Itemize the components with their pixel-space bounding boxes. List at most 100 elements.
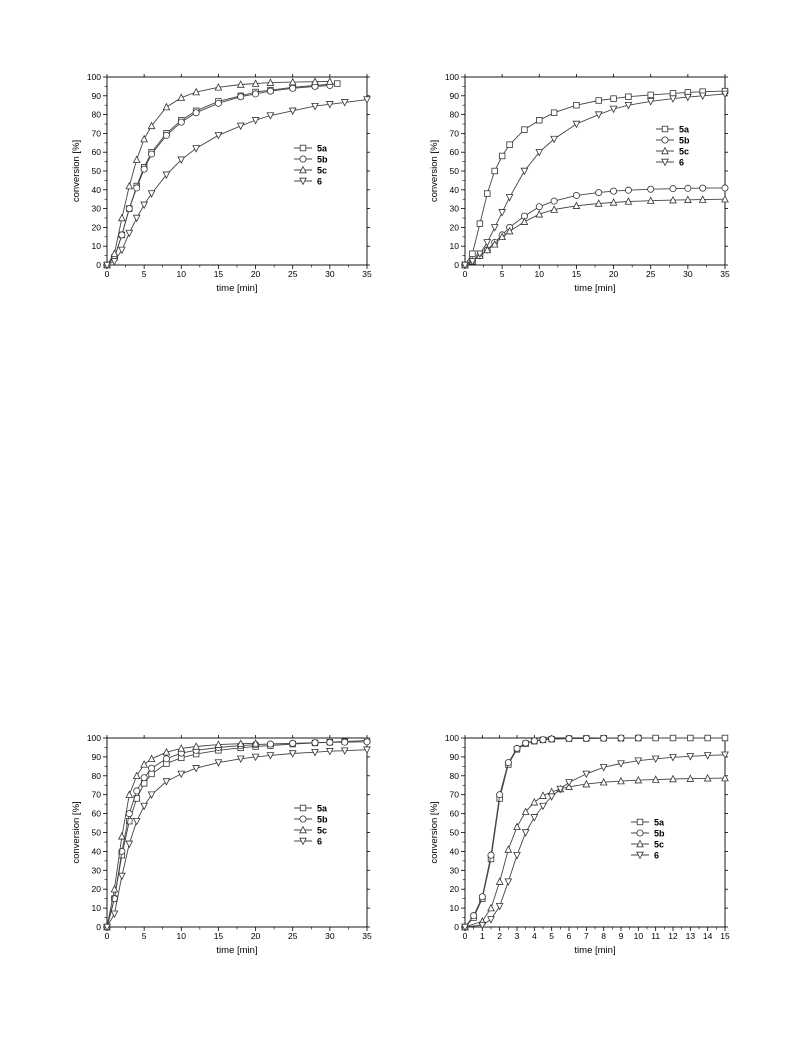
data-point-5a [652, 734, 659, 742]
x-tick-label: 30 [683, 269, 693, 279]
data-point-6 [498, 209, 506, 217]
data-point-5c [487, 903, 495, 912]
y-tick-label: 80 [92, 110, 102, 120]
data-point-5b [582, 734, 590, 742]
x-axis-label: time [min] [216, 945, 257, 956]
data-point-6 [594, 111, 603, 119]
legend-label-5c: 5c [317, 826, 327, 836]
series-5a [461, 87, 729, 269]
x-tick-label: 8 [601, 931, 606, 941]
data-point-6 [236, 122, 245, 131]
legend-marker-6 [299, 177, 307, 186]
data-point-6 [326, 748, 334, 756]
data-point-6 [565, 779, 573, 787]
data-point-5c [162, 747, 171, 756]
data-point-6 [192, 145, 200, 153]
data-point-5c [513, 822, 521, 831]
data-point-5b [266, 740, 274, 748]
legend-marker-5b [299, 815, 307, 823]
data-point-5a [476, 220, 484, 227]
series-line-5c [464, 777, 726, 928]
data-point-5c [498, 232, 506, 241]
series-6 [103, 746, 371, 932]
data-point-6 [103, 261, 111, 270]
series-5c [103, 77, 334, 269]
data-point-6 [214, 759, 223, 767]
data-point-6 [703, 752, 712, 760]
data-point-6 [177, 156, 186, 164]
data-point-5c [505, 226, 514, 235]
x-tick-label: 30 [325, 931, 335, 941]
legend-marker-5c [661, 146, 669, 155]
x-axis-label: time [min] [574, 283, 615, 294]
data-point-5b [289, 84, 297, 92]
data-point-6 [118, 872, 126, 881]
data-point-5a [536, 117, 543, 124]
y-tick-label: 30 [92, 865, 102, 875]
legend-marker-5b [636, 829, 644, 837]
legend-label-6: 6 [654, 851, 659, 861]
y-tick-label: 40 [450, 185, 460, 195]
y-tick-label: 40 [92, 185, 102, 195]
data-point-5c [550, 205, 558, 213]
data-point-6 [461, 261, 469, 270]
series-line-6 [106, 99, 368, 266]
x-tick-label: 1 [480, 931, 485, 941]
legend-label-5a: 5a [317, 144, 328, 154]
y-tick-label: 30 [450, 204, 460, 214]
data-point-5b [148, 150, 156, 158]
series-6 [103, 96, 371, 270]
x-tick-label: 25 [288, 269, 298, 279]
data-point-5b [214, 99, 222, 107]
y-axis-label: conversion [%] [71, 801, 82, 863]
y-tick-label: 100 [87, 72, 101, 82]
data-point-5c [539, 791, 547, 799]
data-point-6 [461, 923, 469, 932]
series-6 [461, 90, 729, 270]
legend-marker-5b [299, 155, 307, 163]
data-point-5b [530, 737, 538, 745]
x-tick-label: 10 [177, 269, 187, 279]
data-point-5c [535, 209, 544, 218]
y-axis-label: conversion [%] [429, 801, 440, 863]
y-tick-label: 50 [450, 828, 460, 838]
data-point-6 [363, 96, 371, 104]
data-point-5c [236, 80, 245, 88]
data-point-5c [140, 760, 148, 768]
x-tick-label: 5 [500, 269, 505, 279]
data-point-5a [573, 102, 580, 109]
data-point-6 [125, 840, 134, 849]
data-point-6 [669, 95, 677, 103]
y-tick-label: 0 [96, 922, 101, 932]
data-point-6 [340, 99, 349, 107]
data-point-5c [110, 884, 119, 893]
legend-marker-5a [299, 804, 307, 812]
data-point-5c [118, 213, 126, 222]
legend-marker-5c [299, 825, 307, 834]
data-point-6 [505, 194, 514, 202]
data-point-5b [548, 735, 556, 743]
data-point-5b [617, 734, 625, 742]
y-tick-label: 30 [450, 865, 460, 875]
y-tick-label: 30 [92, 204, 102, 214]
data-point-5b [133, 787, 141, 795]
data-point-5c [594, 199, 603, 207]
data-point-6 [288, 107, 297, 116]
data-point-6 [192, 765, 200, 773]
data-point-5b [487, 851, 495, 859]
data-point-5b [266, 87, 274, 95]
x-tick-label: 14 [703, 931, 713, 941]
y-tick-label: 0 [454, 922, 459, 932]
data-point-5c [721, 773, 729, 782]
data-point-6 [125, 229, 134, 238]
data-point-5a [595, 97, 602, 104]
y-tick-label: 0 [96, 260, 101, 270]
legend-label-5a: 5a [654, 818, 665, 828]
data-point-6 [530, 814, 539, 822]
data-point-6 [504, 878, 513, 886]
data-point-5c [110, 249, 119, 257]
